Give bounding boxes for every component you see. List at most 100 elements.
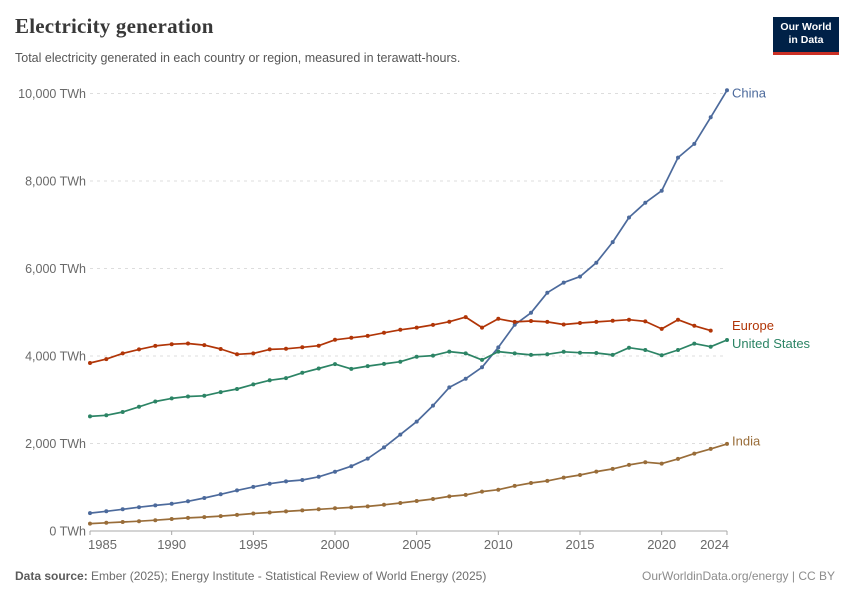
data-point-india[interactable]: [463, 492, 468, 497]
data-point-united-states[interactable]: [398, 359, 403, 364]
data-point-china[interactable]: [610, 240, 615, 245]
data-point-united-states[interactable]: [447, 349, 452, 354]
data-point-europe[interactable]: [349, 335, 354, 340]
data-point-europe[interactable]: [529, 319, 533, 323]
data-point-india[interactable]: [643, 460, 648, 465]
data-point-india[interactable]: [137, 519, 141, 524]
data-point-united-states[interactable]: [218, 390, 223, 395]
data-point-united-states[interactable]: [529, 352, 533, 357]
data-point-europe[interactable]: [169, 342, 174, 347]
data-point-india[interactable]: [627, 462, 631, 467]
series-line-india[interactable]: [89, 443, 728, 525]
data-point-europe[interactable]: [333, 337, 337, 342]
data-point-united-states[interactable]: [349, 366, 354, 371]
data-point-india[interactable]: [365, 504, 370, 509]
data-point-europe[interactable]: [300, 345, 305, 350]
data-point-europe[interactable]: [659, 326, 664, 331]
data-point-united-states[interactable]: [382, 361, 386, 366]
license-note[interactable]: OurWorldinData.org/energy | CC BY: [642, 569, 835, 583]
data-point-india[interactable]: [431, 497, 435, 501]
data-point-united-states[interactable]: [610, 352, 615, 357]
data-point-china[interactable]: [104, 509, 109, 514]
data-point-india[interactable]: [267, 510, 272, 515]
data-point-united-states[interactable]: [643, 348, 648, 352]
data-point-india[interactable]: [414, 499, 419, 503]
data-point-india[interactable]: [692, 451, 697, 456]
data-point-china[interactable]: [137, 505, 141, 510]
data-point-united-states[interactable]: [594, 351, 599, 355]
data-point-china[interactable]: [496, 345, 501, 350]
data-point-india[interactable]: [153, 518, 158, 523]
series-label-europe[interactable]: Europe: [732, 318, 774, 333]
data-point-united-states[interactable]: [251, 382, 256, 387]
series-label-china[interactable]: China: [732, 85, 767, 100]
data-point-india[interactable]: [120, 520, 125, 524]
data-point-china[interactable]: [627, 215, 631, 220]
data-point-united-states[interactable]: [153, 399, 158, 404]
data-point-china[interactable]: [88, 511, 92, 516]
data-point-china[interactable]: [120, 507, 125, 512]
data-point-china[interactable]: [512, 322, 517, 327]
data-point-united-states[interactable]: [365, 364, 370, 369]
data-point-europe[interactable]: [120, 351, 125, 356]
data-point-united-states[interactable]: [463, 351, 468, 356]
data-point-india[interactable]: [545, 478, 550, 483]
data-point-china[interactable]: [578, 274, 582, 279]
data-point-europe[interactable]: [202, 343, 207, 348]
data-point-china[interactable]: [365, 456, 370, 461]
data-point-china[interactable]: [218, 492, 223, 497]
data-point-india[interactable]: [316, 507, 321, 512]
series-label-united-states[interactable]: United States: [732, 336, 811, 351]
data-point-india[interactable]: [578, 473, 582, 477]
data-point-europe[interactable]: [627, 317, 631, 322]
data-point-united-states[interactable]: [284, 376, 288, 381]
data-point-europe[interactable]: [594, 319, 599, 324]
data-point-china[interactable]: [251, 484, 256, 489]
data-point-china[interactable]: [659, 188, 664, 193]
series-label-india[interactable]: India: [732, 433, 761, 448]
data-point-india[interactable]: [529, 481, 533, 485]
data-point-india[interactable]: [218, 514, 223, 519]
data-point-india[interactable]: [708, 446, 713, 451]
data-point-united-states[interactable]: [169, 396, 174, 401]
data-point-china[interactable]: [398, 432, 403, 437]
data-point-india[interactable]: [169, 517, 174, 521]
data-point-united-states[interactable]: [496, 349, 501, 354]
data-point-united-states[interactable]: [561, 349, 566, 354]
data-point-india[interactable]: [610, 466, 615, 471]
data-point-india[interactable]: [594, 469, 599, 474]
data-point-china[interactable]: [202, 496, 207, 500]
data-point-china[interactable]: [708, 115, 713, 120]
data-point-india[interactable]: [659, 461, 664, 466]
data-point-india[interactable]: [512, 483, 517, 488]
data-point-china[interactable]: [447, 385, 452, 390]
data-point-india[interactable]: [349, 505, 354, 510]
data-point-china[interactable]: [284, 479, 288, 484]
data-point-india[interactable]: [561, 475, 566, 480]
data-point-united-states[interactable]: [431, 353, 435, 358]
data-point-china[interactable]: [169, 501, 174, 506]
data-point-europe[interactable]: [88, 361, 92, 365]
data-point-europe[interactable]: [643, 319, 648, 324]
data-point-india[interactable]: [480, 489, 484, 494]
data-point-europe[interactable]: [578, 321, 582, 325]
data-point-india[interactable]: [496, 487, 501, 492]
data-point-india[interactable]: [333, 506, 337, 511]
data-point-united-states[interactable]: [725, 338, 729, 342]
data-point-europe[interactable]: [267, 347, 272, 352]
data-point-china[interactable]: [561, 280, 566, 285]
data-point-india[interactable]: [398, 501, 403, 505]
data-point-europe[interactable]: [463, 315, 468, 320]
data-point-europe[interactable]: [447, 319, 452, 324]
data-point-china[interactable]: [692, 141, 697, 146]
data-point-united-states[interactable]: [659, 353, 664, 358]
data-point-united-states[interactable]: [512, 351, 517, 356]
data-point-europe[interactable]: [104, 357, 109, 362]
data-point-china[interactable]: [267, 481, 272, 486]
data-point-europe[interactable]: [496, 316, 501, 321]
data-point-india[interactable]: [202, 515, 207, 520]
data-point-united-states[interactable]: [267, 378, 272, 383]
data-point-europe[interactable]: [153, 343, 158, 348]
data-point-united-states[interactable]: [708, 344, 713, 349]
data-point-united-states[interactable]: [480, 357, 484, 362]
